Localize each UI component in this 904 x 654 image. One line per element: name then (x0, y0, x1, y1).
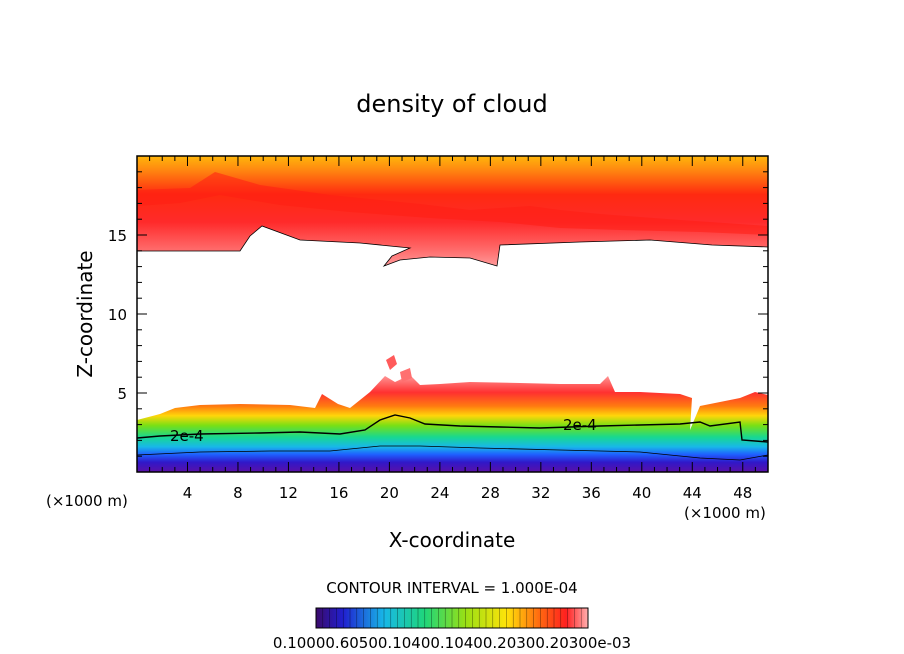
lower-cloud-layer (137, 375, 768, 472)
x-tick-label: 40 (632, 484, 651, 502)
contour-interval: CONTOUR INTERVAL = 1.000E-04 (326, 579, 577, 597)
contour-line-2e-4 (137, 414, 768, 443)
plot-area: 2e-4 2e-4 (137, 156, 768, 472)
x-axis-title: X-coordinate (389, 528, 516, 552)
x-tick-label: 4 (183, 484, 193, 502)
convective-cell (386, 355, 397, 370)
chart-title: density of cloud (356, 90, 547, 118)
x-tick-label: 44 (683, 484, 702, 502)
x-unit-left: (×1000 m) (46, 492, 128, 510)
x-tick-label: 36 (582, 484, 601, 502)
colorbar (315, 607, 589, 629)
x-tick-label: 20 (380, 484, 399, 502)
upper-cloud-boundary (137, 225, 768, 267)
upper-cloud-core (137, 172, 768, 235)
y-axis: 5 10 15 (108, 171, 768, 457)
colorbar-labels: 0.10000.60500.10400.10400.20300.20300e-0… (273, 634, 631, 652)
x-tick-label: 32 (531, 484, 550, 502)
contour-label: 2e-4 (170, 427, 204, 445)
y-tick-label: 10 (108, 306, 127, 324)
convective-cell (400, 368, 412, 382)
y-tick-label: 15 (108, 227, 127, 245)
x-tick-label: 12 (279, 484, 298, 502)
x-unit-right: (×1000 m) (684, 504, 766, 522)
y-axis-title: Z-coordinate (73, 250, 97, 377)
contour-label: 2e-4 (563, 416, 597, 434)
x-tick-label: 28 (481, 484, 500, 502)
x-tick-label: 48 (733, 484, 752, 502)
contour-line-lower (137, 445, 768, 461)
x-tick-label: 24 (430, 484, 449, 502)
x-axis: 4 8 12 16 20 24 28 32 36 40 44 48 (149, 156, 756, 502)
x-tick-label: 8 (233, 484, 243, 502)
y-tick-label: 5 (117, 385, 127, 403)
x-tick-label: 16 (329, 484, 348, 502)
